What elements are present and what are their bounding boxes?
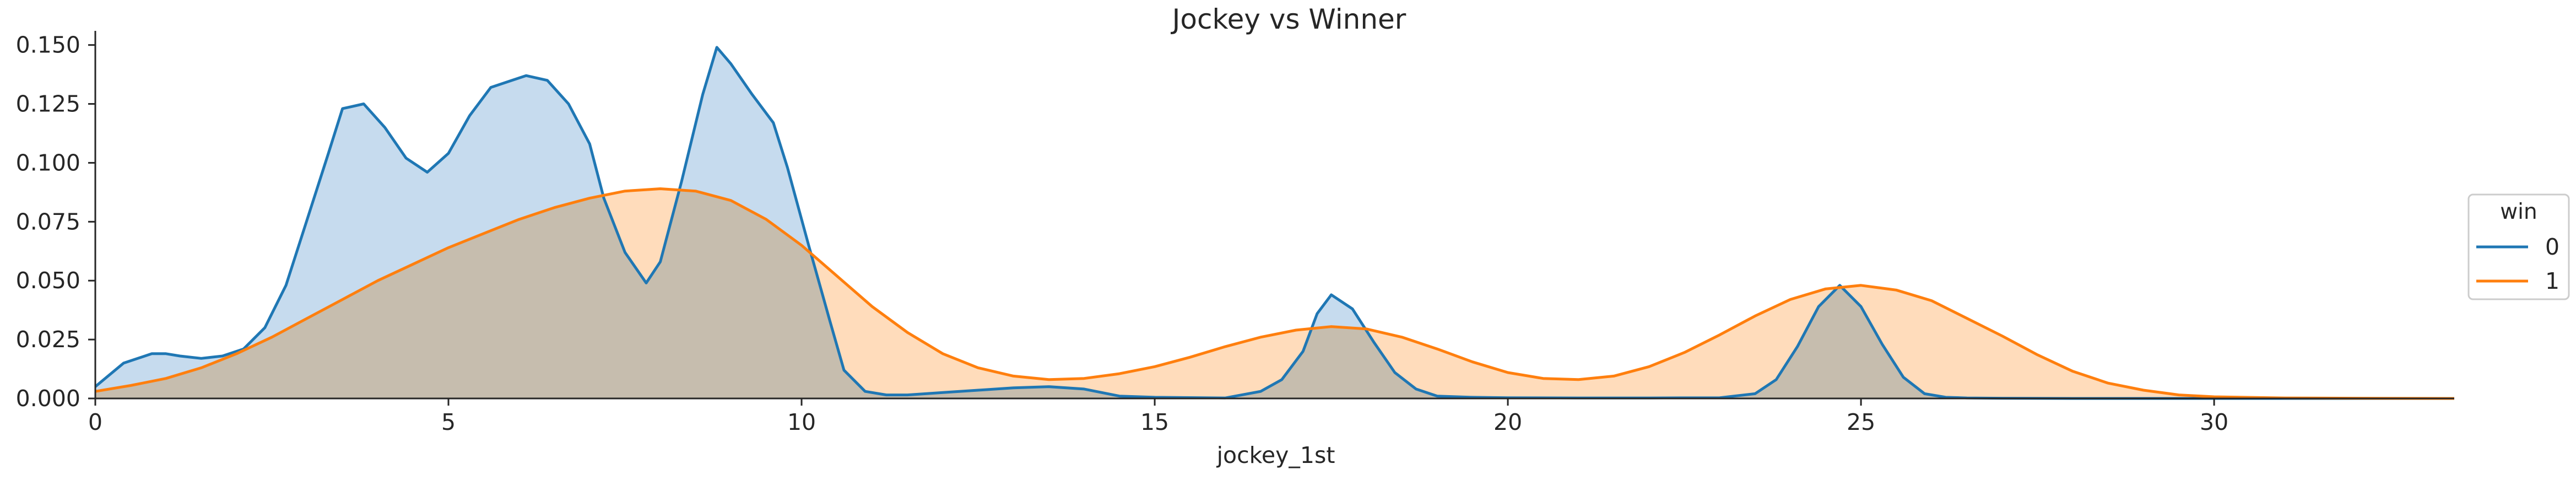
y-tick-label: 0.025 bbox=[16, 326, 80, 353]
legend-label-win-0: 0 bbox=[2545, 234, 2559, 260]
x-axis-label: jockey_1st bbox=[1216, 442, 1335, 468]
x-tick-label: 20 bbox=[1493, 409, 1522, 435]
y-ticks: 0.000 0.025 0.050 0.075 0.100 0.125 0.150 bbox=[16, 32, 95, 412]
x-tick-label: 30 bbox=[2200, 409, 2228, 435]
x-tick-label: 5 bbox=[441, 409, 456, 435]
x-ticks: 0 5 10 15 20 25 30 bbox=[88, 398, 2228, 435]
x-tick-label: 25 bbox=[1847, 409, 1875, 435]
y-tick-label: 0.150 bbox=[16, 32, 80, 58]
series-layer bbox=[94, 46, 2455, 400]
legend-title: win bbox=[2500, 200, 2537, 224]
y-tick-label: 0.075 bbox=[16, 208, 80, 235]
x-tick-label: 10 bbox=[787, 409, 816, 435]
legend-label-win-1: 1 bbox=[2545, 268, 2559, 294]
y-tick-label: 0.100 bbox=[16, 149, 80, 176]
legend: win 0 1 bbox=[2467, 193, 2570, 300]
y-tick-label: 0.050 bbox=[16, 267, 80, 294]
x-tick-label: 0 bbox=[88, 409, 102, 435]
series-area-win-1 bbox=[95, 188, 2454, 398]
series-line-win-1 bbox=[95, 187, 2455, 400]
y-tick-label: 0.125 bbox=[16, 91, 80, 117]
y-tick-label: 0.000 bbox=[16, 385, 80, 412]
chart-title: Jockey vs Winner bbox=[1171, 3, 1406, 35]
x-tick-label: 15 bbox=[1140, 409, 1169, 435]
axes-layer: 0 5 10 15 20 25 30 0.0000.0250.0500.0750.1000.… bbox=[16, 31, 2454, 435]
series-line-win-0 bbox=[94, 46, 2454, 400]
